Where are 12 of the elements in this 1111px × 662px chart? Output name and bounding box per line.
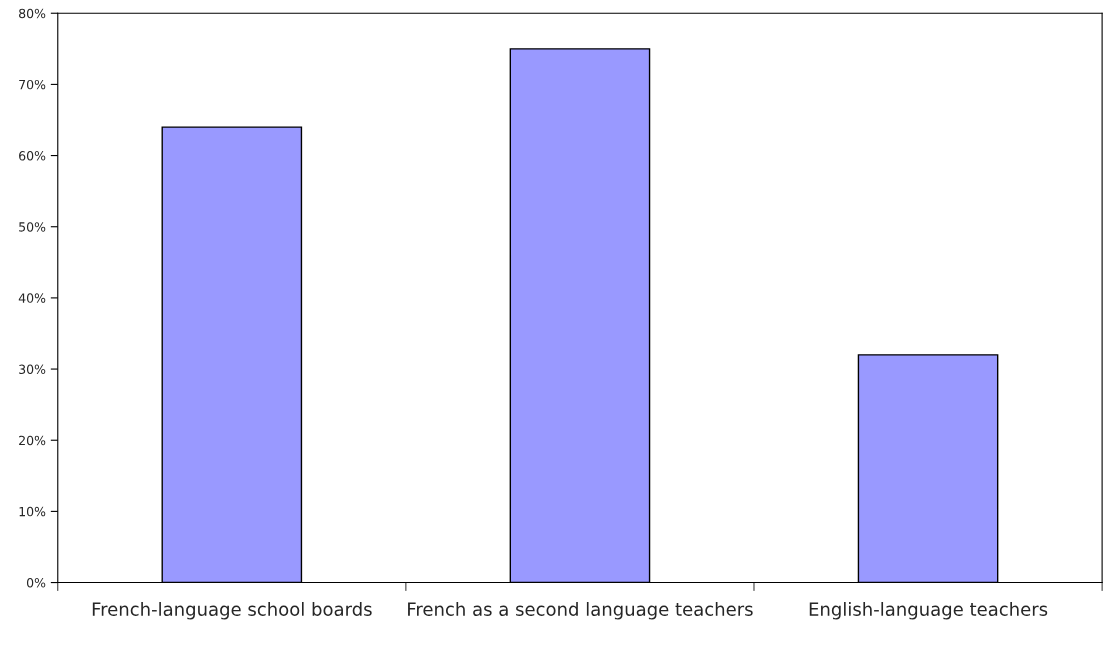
y-tick-label: 40%: [18, 293, 46, 303]
y-tick-label: 10%: [19, 506, 46, 517]
y-tick-label: 80%: [19, 8, 46, 19]
y-tick-label: 20%: [19, 435, 46, 446]
y-tick-label: 30%: [19, 364, 46, 374]
x-tick-label: English-language teachers: [809, 602, 1048, 620]
y-tick-label: 0%: [26, 578, 46, 588]
x-tick-label: French-language school boards: [92, 602, 372, 620]
x-tick-label: French as a second language teachers: [408, 602, 753, 620]
y-tick-label: 50%: [19, 222, 46, 232]
y-tick-label: 70%: [19, 79, 46, 90]
y-tick-label: 60%: [19, 151, 46, 161]
